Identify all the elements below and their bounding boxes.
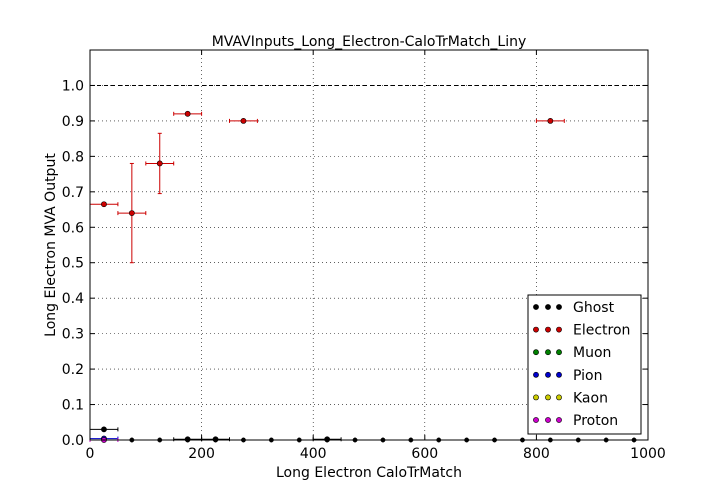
legend-label: Electron (573, 323, 630, 339)
data-point (156, 160, 163, 167)
x-tick-label: 200 (188, 446, 215, 462)
legend-marker (545, 349, 551, 356)
legend-marker (533, 371, 539, 378)
legend-marker (533, 394, 539, 401)
legend-marker (533, 304, 539, 310)
legend-marker (545, 394, 551, 401)
legend-marker (545, 417, 551, 423)
legend-label: Muon (573, 345, 611, 361)
legend-marker (545, 326, 551, 333)
chart-title: MVAVInputs_Long_Electron-CaloTrMatch_Lin… (212, 34, 527, 50)
y-tick-label: 0.7 (62, 185, 84, 201)
data-point (101, 426, 107, 433)
legend-box (527, 294, 642, 435)
legend-marker (556, 304, 562, 310)
x-tick-label: 800 (523, 446, 550, 462)
y-axis-title: Long Electron MVA Output (43, 153, 59, 337)
y-tick-label: 0.6 (62, 220, 84, 236)
legend-marker (545, 371, 551, 378)
legend-marker (556, 394, 562, 401)
y-tick-label: 0.1 (62, 398, 84, 414)
data-point (324, 436, 331, 443)
legend-label: Kaon (573, 390, 608, 406)
legend: Ghost Electron Muon Pion Kaon Proton (527, 294, 642, 435)
plot-frame (89, 49, 649, 441)
legend-marker (556, 349, 562, 356)
legend-marker (545, 304, 551, 310)
data-point (101, 201, 107, 208)
y-tick-label: 0.0 (62, 433, 84, 449)
ticks-layer: 0 200 400 600 800 1000 0.0 0.1 0.2 0.3 0.4 0.5 0.6 0.… (62, 50, 666, 462)
y-tick-label: 0.9 (62, 114, 84, 130)
legend-label: Proton (573, 413, 618, 429)
data-point (240, 118, 247, 124)
y-tick-label: 1.0 (62, 78, 84, 94)
legend-marker (533, 326, 539, 333)
legend-marker (556, 417, 562, 423)
legend-marker (556, 326, 562, 333)
x-tick-label: 1000 (630, 446, 666, 462)
legend-label: Ghost (573, 300, 615, 316)
legend-marker (533, 417, 539, 423)
y-tick-label: 0.2 (62, 362, 84, 378)
y-tick-label: 0.8 (62, 149, 84, 165)
data-point (184, 110, 191, 117)
legend-marker (556, 371, 562, 378)
x-axis-title: Long Electron CaloTrMatch (276, 465, 462, 481)
legend-marker (533, 349, 539, 356)
data-point (212, 436, 219, 443)
x-tick-label: 600 (411, 446, 438, 462)
y-tick-label: 0.3 (62, 327, 84, 343)
x-tick-label: 0 (86, 446, 95, 462)
legend-label: Pion (573, 368, 602, 384)
data-point (547, 118, 554, 124)
y-tick-label: 0.5 (62, 256, 84, 272)
data-point (184, 436, 191, 443)
data-point (128, 210, 135, 216)
y-tick-label: 0.4 (62, 291, 84, 307)
x-tick-label: 400 (300, 446, 327, 462)
